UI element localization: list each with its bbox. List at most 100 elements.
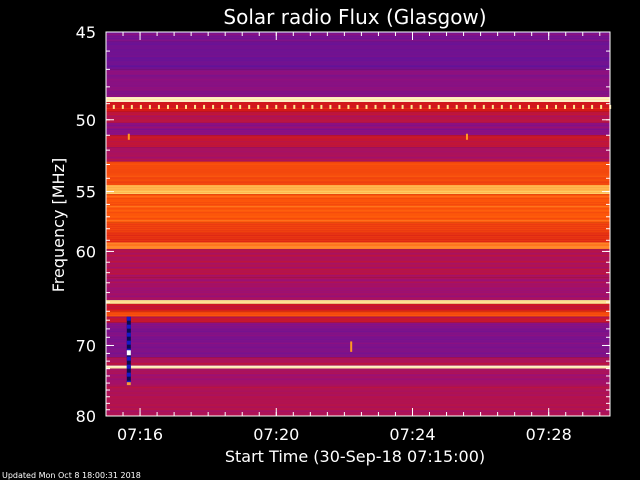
spectrum-texture <box>106 34 610 35</box>
spectrum-texture <box>106 269 610 271</box>
periodic-pulse <box>112 104 115 109</box>
spectrum-texture <box>106 265 610 267</box>
periodic-pulse <box>148 104 151 109</box>
spectrum-texture <box>106 307 610 309</box>
spectrum-texture <box>106 368 610 370</box>
spectrum-texture <box>106 302 610 304</box>
spectrum-texture <box>106 357 610 359</box>
periodic-pulse <box>248 104 251 109</box>
spectrum-texture <box>106 73 610 75</box>
periodic-pulse <box>166 104 169 109</box>
spectrum-texture <box>106 382 610 384</box>
spectrum-texture <box>106 139 610 141</box>
periodic-pulse <box>194 104 197 109</box>
spectrum-texture <box>106 365 610 367</box>
periodic-pulse <box>392 104 395 109</box>
events-layer <box>126 133 468 386</box>
periodic-pulse <box>329 104 332 109</box>
spectrum-texture <box>106 99 610 101</box>
periodic-pulse <box>437 104 440 109</box>
spectrum-texture <box>106 283 610 285</box>
spectrum-texture <box>106 206 610 208</box>
periodic-pulse <box>410 104 413 109</box>
spectrum-texture <box>106 242 610 244</box>
spectrum-texture <box>106 119 610 121</box>
spectrum-texture <box>106 59 610 61</box>
spectrum-texture <box>106 181 610 183</box>
spectrum-texture <box>106 149 610 151</box>
spectrum-texture <box>106 57 610 59</box>
periodic-pulse <box>230 104 233 109</box>
spectrum-texture <box>106 159 610 161</box>
spectrum-texture <box>106 104 610 106</box>
spectrum-texture <box>106 67 610 69</box>
spectrum-texture <box>106 200 610 202</box>
periodic-pulse <box>591 104 594 109</box>
spectrum-texture <box>106 230 610 232</box>
spectrum-texture <box>106 43 610 45</box>
spectrum-texture <box>106 267 610 269</box>
spectrum-texture <box>106 330 610 332</box>
periodic-pulse <box>500 104 503 109</box>
spectrum-texture <box>106 97 610 99</box>
x-tick-label: 07:20 <box>253 425 299 444</box>
spectrum-texture <box>106 47 610 49</box>
spectrum-band <box>106 316 610 323</box>
spectrum-texture <box>106 53 610 55</box>
spectrum-texture <box>106 192 610 194</box>
spectrum-texture <box>106 374 610 376</box>
periodic-pulse <box>157 104 160 109</box>
spectrum-texture <box>106 102 610 104</box>
periodic-pulse <box>509 104 512 109</box>
spectrum-texture <box>106 218 610 220</box>
spectrum-texture <box>106 261 610 263</box>
periodic-pulse <box>365 104 368 109</box>
spectrum-texture <box>106 234 610 236</box>
spectrum-texture <box>106 155 610 157</box>
spectrum-texture <box>106 408 610 410</box>
periodic-pulse <box>428 104 431 109</box>
periodic-pulse <box>284 104 287 109</box>
spectrum-texture <box>106 359 610 361</box>
spectrum-texture <box>106 85 610 87</box>
y-axis-label: Frequency [MHz] <box>49 158 68 292</box>
spectrum-texture <box>106 87 610 89</box>
spectrum-texture <box>106 177 610 179</box>
spectrum-texture <box>106 184 610 186</box>
spectrum-texture <box>106 336 610 338</box>
spectrum-band <box>106 365 610 369</box>
periodic-pulse <box>203 104 206 109</box>
y-tick-label: 80 <box>76 407 96 426</box>
spectrum-texture <box>106 287 610 289</box>
spectrum-texture <box>106 412 610 414</box>
spectrum-texture <box>106 110 610 112</box>
spectrum-texture <box>106 372 610 374</box>
spectrum-texture <box>106 320 610 322</box>
spectrum-texture <box>106 255 610 257</box>
spectrum-texture <box>106 202 610 204</box>
data-gap-segment <box>126 372 131 377</box>
periodic-pulse <box>275 104 278 109</box>
spectrum-texture <box>106 289 610 291</box>
spectrum-texture <box>106 41 610 43</box>
spectrum-texture <box>106 315 610 317</box>
spectrum-texture <box>106 183 610 185</box>
spectrum-band <box>106 300 610 304</box>
spectrum-texture <box>106 378 610 380</box>
spectrum-texture <box>106 363 610 365</box>
data-gap-marker <box>126 350 131 356</box>
x-tick-label: 07:24 <box>389 425 435 444</box>
periodic-pulse <box>121 104 124 109</box>
spectrum-texture <box>106 61 610 63</box>
spectrum-texture <box>106 406 610 408</box>
spectrum-texture <box>106 115 610 117</box>
spectrum-texture <box>106 354 610 356</box>
spectrum-texture <box>106 147 610 149</box>
spectrum-texture <box>106 392 610 394</box>
y-tick-label: 45 <box>76 23 96 42</box>
data-gap-segment <box>126 356 131 361</box>
spectrum-texture <box>106 291 610 293</box>
spectrum-texture <box>106 63 610 65</box>
spectrum-texture <box>106 188 610 190</box>
